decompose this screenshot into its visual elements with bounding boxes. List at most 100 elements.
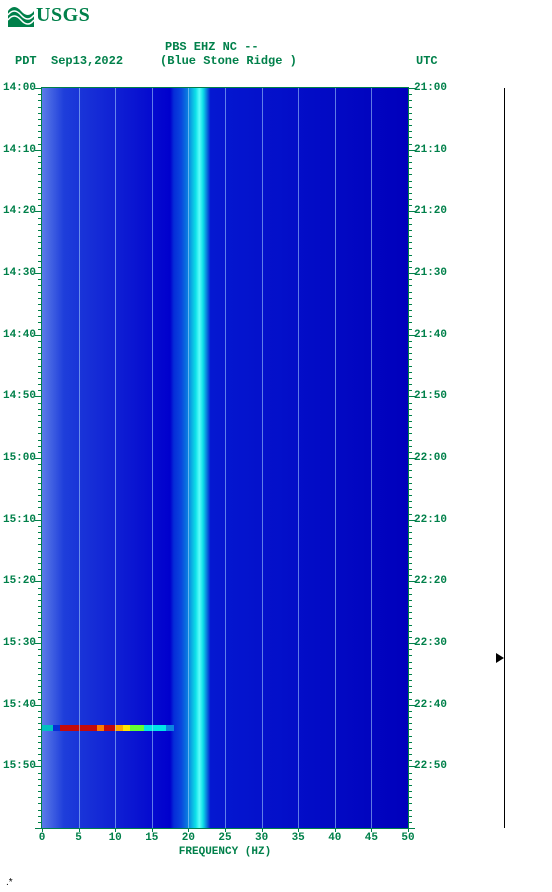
y-tick-mark — [38, 433, 42, 434]
y-tick-mark — [408, 218, 412, 219]
y-tick-mark — [408, 470, 412, 471]
y-tick-mark — [38, 711, 42, 712]
y-tick-mark — [38, 538, 42, 539]
y-tick-mark — [408, 107, 412, 108]
y-tick-mark — [408, 686, 412, 687]
y-tick-mark — [38, 193, 42, 194]
gridline — [225, 88, 226, 828]
y-tick-mark — [38, 489, 42, 490]
y-tick-mark — [408, 304, 412, 305]
y-tick-mark — [38, 310, 42, 311]
y-tick-mark — [408, 131, 412, 132]
event-segment — [104, 725, 115, 731]
y-tick-mark — [38, 230, 42, 231]
y-tick-mark — [38, 261, 42, 262]
y-tick-mark — [35, 705, 42, 706]
y-tick-mark — [408, 797, 412, 798]
y-tick-mark — [38, 569, 42, 570]
y-tick-mark — [408, 341, 412, 342]
y-tick-mark — [408, 489, 412, 490]
y-tick-mark — [38, 692, 42, 693]
y-tick-mark — [38, 588, 42, 589]
y-tick-mark — [408, 279, 412, 280]
y-tick-mark — [408, 150, 415, 151]
event-segment — [53, 725, 60, 731]
x-tick-label: 40 — [328, 828, 341, 844]
y-tick-mark — [408, 359, 412, 360]
y-tick-mark — [38, 119, 42, 120]
y-tick-mark — [408, 477, 412, 478]
y-tick-mark — [408, 285, 412, 286]
y-tick-mark — [38, 557, 42, 558]
y-tick-mark — [408, 705, 415, 706]
y-tick-mark — [408, 754, 412, 755]
y-tick-mark — [408, 353, 412, 354]
y-tick-mark — [38, 409, 42, 410]
x-tick-label: 10 — [109, 828, 122, 844]
y-tick-mark — [408, 267, 412, 268]
y-tick-mark — [38, 144, 42, 145]
y-tick-mark — [38, 551, 42, 552]
y-tick-mark — [408, 581, 415, 582]
y-tick-mark — [408, 211, 415, 212]
y-tick-mark — [38, 618, 42, 619]
y-tick-mark — [408, 779, 412, 780]
y-tick-mark — [38, 625, 42, 626]
y-tick-mark — [38, 668, 42, 669]
y-tick-mark — [408, 532, 412, 533]
y-tick-mark — [408, 390, 412, 391]
y-tick-mark — [35, 766, 42, 767]
y-tick-mark — [38, 803, 42, 804]
usgs-logo: USGS — [8, 4, 90, 27]
y-tick-mark — [408, 144, 412, 145]
y-tick-mark — [408, 242, 412, 243]
y-tick-mark — [38, 181, 42, 182]
header-date: Sep13,2022 — [51, 54, 123, 68]
y-tick-mark — [38, 156, 42, 157]
y-tick-mark — [38, 372, 42, 373]
y-tick-mark — [408, 409, 412, 410]
y-tick-mark — [408, 495, 412, 496]
y-tick-mark — [408, 742, 412, 743]
y-tick-mark — [408, 452, 412, 453]
y-tick-mark — [408, 766, 415, 767]
y-tick-mark — [408, 668, 412, 669]
event-segment — [144, 725, 166, 731]
y-tick-mark — [38, 649, 42, 650]
y-tick-mark — [38, 742, 42, 743]
y-tick-mark — [408, 662, 412, 663]
event-segment — [97, 725, 104, 731]
y-tick-mark — [38, 125, 42, 126]
y-tick-mark — [38, 378, 42, 379]
y-tick-mark — [38, 329, 42, 330]
y-tick-mark — [408, 181, 412, 182]
y-tick-mark — [38, 174, 42, 175]
station-location: (Blue Stone Ridge ) — [160, 54, 297, 68]
wave-icon — [8, 5, 34, 27]
y-tick-mark — [38, 446, 42, 447]
y-tick-mark — [38, 279, 42, 280]
y-tick-mark — [408, 88, 415, 89]
y-tick-mark — [408, 464, 412, 465]
y-tick-mark — [38, 347, 42, 348]
y-tick-mark — [38, 686, 42, 687]
y-tick-mark — [408, 785, 412, 786]
gridline — [298, 88, 299, 828]
y-tick-mark — [38, 532, 42, 533]
y-tick-mark — [38, 359, 42, 360]
y-tick-mark — [38, 729, 42, 730]
y-tick-mark — [408, 538, 412, 539]
y-tick-mark — [408, 292, 412, 293]
y-tick-mark — [408, 791, 412, 792]
y-tick-mark — [38, 723, 42, 724]
y-tick-mark — [38, 236, 42, 237]
event-segment — [42, 725, 53, 731]
y-tick-mark — [408, 483, 412, 484]
y-tick-mark — [408, 384, 412, 385]
y-tick-mark — [38, 242, 42, 243]
right-tz: UTC — [416, 54, 438, 68]
y-tick-mark — [35, 396, 42, 397]
y-tick-mark — [408, 557, 412, 558]
y-tick-mark — [38, 507, 42, 508]
y-tick-mark — [408, 501, 412, 502]
